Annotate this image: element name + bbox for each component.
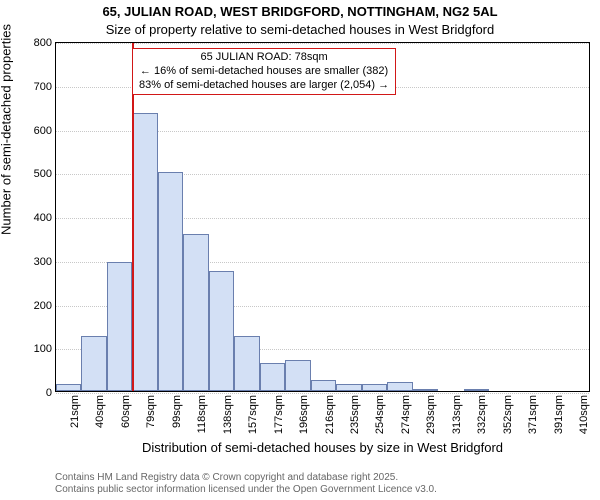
callout-line2: ← 16% of semi-detached houses are smalle… [139,65,389,79]
x-tick-label: 79sqm [145,395,157,428]
histogram-bar [81,336,106,391]
grid-line [56,43,589,44]
x-tick-label: 293sqm [425,395,437,434]
chart-container: 65, JULIAN ROAD, WEST BRIDGFORD, NOTTING… [0,0,600,500]
y-tick-label: 300 [34,256,52,268]
histogram-bar [311,380,336,391]
x-tick-label: 352sqm [502,395,514,434]
y-tick-label: 600 [34,125,52,137]
histogram-bar [56,384,81,391]
histogram-bar [336,384,361,391]
attribution-line2: Contains public sector information licen… [55,484,590,496]
x-tick-label: 99sqm [171,395,183,428]
histogram-bar [107,262,132,391]
histogram-bar [285,360,310,391]
callout-line3: 83% of semi-detached houses are larger (… [139,79,389,93]
callout-line1: 65 JULIAN ROAD: 78sqm [139,51,389,65]
x-tick-label: 274sqm [400,395,412,434]
histogram-bar [158,172,183,391]
x-tick-label: 371sqm [527,395,539,434]
histogram-bar [209,271,234,391]
x-tick-label: 313sqm [451,395,463,434]
x-tick-label: 60sqm [120,395,132,428]
x-tick-label: 157sqm [247,395,259,434]
x-tick-label: 40sqm [94,395,106,428]
x-tick-label: 216sqm [324,395,336,434]
y-tick-label: 200 [34,300,52,312]
histogram-bar [387,382,412,391]
x-tick-label: 410sqm [578,395,590,434]
histogram-bar [132,113,157,391]
histogram-bar [234,336,259,391]
histogram-bar [413,389,438,391]
x-axis-label: Distribution of semi-detached houses by … [55,440,590,455]
grid-line [56,393,589,394]
y-axis-label: Number of semi-detached properties [0,24,14,235]
x-tick-label: 138sqm [222,395,234,434]
x-tick-label: 254sqm [374,395,386,434]
y-tick-label: 500 [34,168,52,180]
attribution-block: Contains HM Land Registry data © Crown c… [55,472,590,496]
histogram-bar [362,384,387,391]
plot-area: 010020030040050060070080021sqm40sqm60sqm… [55,42,590,392]
histogram-bar [260,363,285,391]
y-tick-label: 700 [34,81,52,93]
chart-title-line1: 65, JULIAN ROAD, WEST BRIDGFORD, NOTTING… [0,4,600,19]
chart-title-line2: Size of property relative to semi-detach… [0,22,600,37]
y-tick-label: 0 [46,387,52,399]
callout-box: 65 JULIAN ROAD: 78sqm← 16% of semi-detac… [132,48,396,95]
x-tick-label: 196sqm [298,395,310,434]
x-tick-label: 391sqm [553,395,565,434]
y-tick-label: 800 [34,37,52,49]
attribution-line1: Contains HM Land Registry data © Crown c… [55,472,590,484]
y-tick-label: 100 [34,343,52,355]
x-tick-label: 21sqm [69,395,81,428]
x-tick-label: 235sqm [349,395,361,434]
x-tick-label: 118sqm [196,395,208,433]
histogram-bar [183,234,208,392]
y-tick-label: 400 [34,212,52,224]
x-tick-label: 177sqm [273,395,285,434]
histogram-bar [464,389,489,391]
x-tick-label: 332sqm [476,395,488,434]
